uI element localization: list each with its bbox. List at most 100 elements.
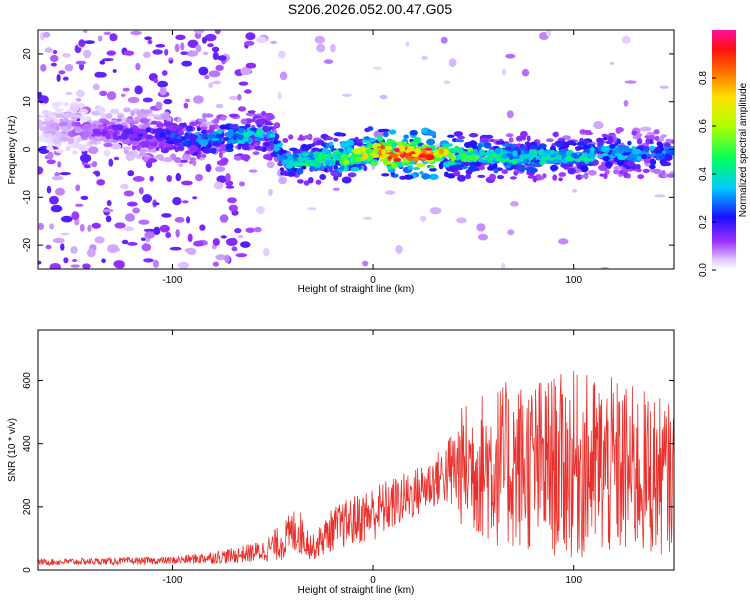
noise-blob	[277, 91, 282, 100]
ridge-blob	[465, 173, 472, 180]
ridge-blob	[321, 148, 330, 154]
ridge-blob	[481, 160, 489, 163]
ridge-blob	[652, 168, 662, 174]
ridge-blob	[249, 127, 257, 132]
ridge-blob	[414, 147, 421, 155]
ridge-blob	[631, 146, 636, 150]
ridge-blob	[341, 176, 352, 184]
ridge-blob	[273, 122, 281, 127]
ridge-blob	[240, 154, 251, 161]
ridge-blob	[182, 141, 190, 146]
noise-blob	[234, 228, 242, 234]
ridge-blob	[636, 155, 642, 161]
noise-blob	[216, 175, 227, 184]
ridge-blob	[210, 137, 220, 142]
noise-blob	[47, 151, 54, 160]
ridge-blob	[202, 148, 213, 154]
ridge-blob	[245, 130, 255, 136]
noise-blob	[238, 81, 249, 86]
ridge-blob	[558, 172, 567, 177]
ridge-blob	[464, 141, 473, 149]
spectrogram-image	[38, 30, 674, 269]
ridge-blob	[381, 173, 390, 177]
noise-blob	[180, 51, 188, 55]
noise-blob	[240, 241, 251, 248]
ridge-blob	[269, 133, 276, 138]
ridge-blob	[350, 166, 360, 172]
noise-blob	[43, 31, 51, 38]
ridge-blob	[654, 135, 660, 142]
noise-blob	[178, 163, 184, 168]
ridge-blob	[587, 153, 597, 158]
ridge-blob	[579, 155, 589, 161]
ridge-blob	[625, 146, 630, 153]
ridge-blob	[139, 118, 149, 124]
noise-blob	[123, 50, 135, 56]
ridge-blob	[311, 147, 321, 153]
ridge-blob	[72, 150, 78, 155]
ridge-blob	[444, 171, 449, 178]
ridge-blob	[123, 107, 132, 113]
colorbar-tick-label: 0.6	[698, 119, 709, 133]
noise-blob	[159, 224, 170, 233]
ridge-blob	[459, 150, 467, 155]
ridge-blob	[215, 133, 222, 140]
ridge-blob	[364, 136, 370, 140]
noise-blob	[70, 246, 78, 254]
noise-blob	[174, 216, 185, 223]
ridge-blob	[580, 165, 589, 173]
ridge-blob	[531, 145, 541, 149]
noise-blob	[373, 66, 382, 70]
noise-blob	[106, 91, 117, 101]
noise-blob	[421, 55, 428, 60]
ridge-blob	[370, 161, 378, 166]
ridge-blob	[583, 152, 588, 157]
noise-blob	[443, 80, 451, 85]
noise-blob	[546, 30, 552, 37]
noise-blob	[46, 185, 52, 194]
noise-blob	[106, 200, 112, 207]
ridge-blob	[288, 171, 296, 177]
noise-blob	[208, 82, 214, 89]
ridge-blob	[607, 135, 614, 143]
ridge-blob	[350, 154, 360, 158]
noise-blob	[143, 228, 156, 233]
noise-blob	[266, 161, 275, 169]
ridge-blob	[508, 155, 514, 160]
ridge-blob	[441, 143, 452, 148]
noise-blob	[161, 70, 168, 76]
noise-blob	[49, 263, 61, 269]
ridge-blob	[495, 140, 506, 145]
ridge-blob	[160, 132, 165, 138]
noise-blob	[181, 180, 193, 186]
noise-blob	[94, 71, 104, 78]
noise-blob	[46, 159, 56, 165]
noise-blob	[204, 75, 210, 80]
noise-blob	[175, 229, 180, 238]
ridge-blob	[558, 177, 563, 182]
noise-blob	[79, 62, 84, 71]
noise-blob	[74, 203, 84, 207]
ridge-blob	[339, 132, 347, 137]
noise-blob	[476, 223, 486, 232]
ridge-blob	[278, 149, 283, 156]
ridge-blob	[354, 136, 359, 141]
noise-blob	[500, 262, 506, 269]
noise-blob	[163, 98, 173, 105]
ridge-blob	[324, 160, 335, 166]
ridge-blob	[48, 119, 55, 124]
noise-blob	[49, 223, 55, 230]
ridge-blob	[635, 164, 641, 170]
ridge-blob	[333, 138, 339, 142]
ridge-blob	[302, 135, 313, 140]
ridge-blob	[122, 146, 131, 151]
ridge-blob	[103, 139, 113, 143]
noise-blob	[323, 59, 334, 64]
noise-blob	[379, 94, 388, 100]
ridge-blob	[196, 127, 201, 132]
noise-blob	[228, 204, 238, 212]
ridge-blob	[77, 137, 83, 142]
ridge-blob	[142, 109, 153, 114]
ridge-blob	[192, 159, 197, 167]
ridge-blob	[38, 137, 45, 142]
